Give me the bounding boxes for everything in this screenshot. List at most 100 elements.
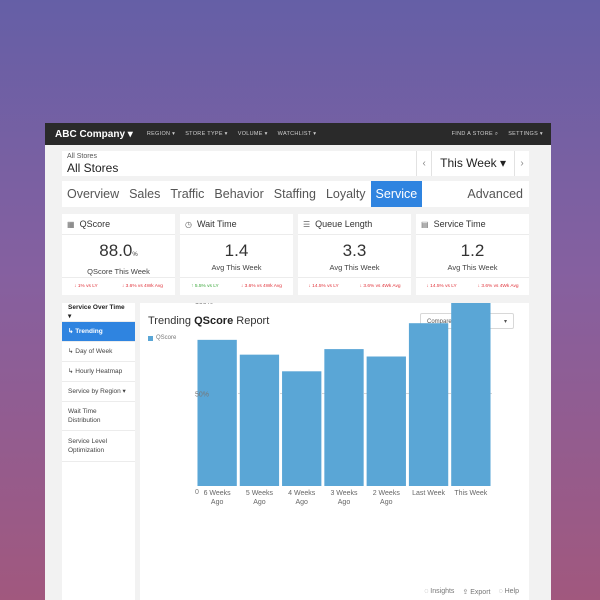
sidebar-item-service-level-optimization[interactable]: Service Level Optimization bbox=[62, 431, 135, 462]
metric-subtitle: Avg This Week bbox=[329, 263, 380, 272]
y-tick-label: 0 bbox=[195, 489, 199, 496]
metric-value: 88.0% bbox=[62, 242, 175, 264]
metric-header: ☰ Queue Length bbox=[298, 214, 411, 235]
report-title-prefix: Trending bbox=[148, 315, 195, 327]
week-navigator: ‹ This Week ▾ › bbox=[416, 151, 529, 176]
metric-title: Queue Length bbox=[315, 219, 373, 229]
section-tabs: Overview Sales Traffic Behavior Staffing… bbox=[62, 181, 529, 207]
metric-header: ▤ Service Time bbox=[416, 214, 529, 235]
metric-value: 1.2 bbox=[416, 242, 529, 260]
week-dropdown[interactable]: This Week ▾ bbox=[431, 151, 514, 176]
legend-swatch bbox=[148, 335, 153, 341]
chart-bar[interactable] bbox=[282, 371, 322, 486]
metric-vs-ly: ↓ 14.5% vs LY bbox=[308, 284, 339, 289]
prev-week-button[interactable]: ‹ bbox=[416, 151, 431, 176]
metric-footer: ↓ 14.5% vs LY ↓ 3.6% vs 4Wk Avg bbox=[416, 277, 529, 295]
sidebar-item-service-by-region[interactable]: Service by Region ▾ bbox=[62, 382, 135, 402]
metric-card-qscore[interactable]: ▦ QScore 88.0% QScore This Week ↓ 1% vs … bbox=[62, 214, 175, 295]
metric-number: 3.3 bbox=[342, 241, 367, 260]
watchlist-menu[interactable]: WATCHLIST ▾ bbox=[277, 131, 317, 137]
chart-bar[interactable] bbox=[451, 303, 491, 486]
tab-staffing[interactable]: Staffing bbox=[273, 187, 316, 201]
metric-title: Service Time bbox=[433, 219, 486, 229]
find-store-link[interactable]: FIND A STORE ⌕ bbox=[451, 130, 499, 137]
store-type-menu[interactable]: STORE TYPE ▾ bbox=[185, 131, 228, 137]
app-window: ABC Company ▾ REGION ▾ STORE TYPE ▾ VOLU… bbox=[45, 123, 551, 600]
sidebar-item-wait-time-distribution[interactable]: Wait Time Distribution bbox=[62, 402, 135, 431]
settings-menu[interactable]: SETTINGS ▾ bbox=[508, 131, 543, 137]
tab-sales[interactable]: Sales bbox=[129, 187, 161, 201]
compare-placeholder: Compare to... bbox=[427, 319, 464, 325]
metric-title: Wait Time bbox=[196, 219, 237, 229]
metric-card-service-time[interactable]: ▤ Service Time 1.2 Avg This Week ↓ 14.5%… bbox=[416, 214, 529, 295]
chart-bar[interactable] bbox=[408, 323, 449, 486]
tab-loyalty[interactable]: Loyalty bbox=[325, 187, 366, 201]
metric-number: 88.0 bbox=[99, 241, 133, 260]
next-week-button[interactable]: › bbox=[514, 151, 529, 176]
store-scope-label: All Stores bbox=[67, 153, 97, 160]
chart-bar[interactable] bbox=[366, 356, 406, 487]
tab-behavior[interactable]: Behavior bbox=[214, 187, 264, 201]
report-title-metric: QScore bbox=[194, 315, 234, 327]
store-title[interactable]: All Stores bbox=[67, 161, 119, 175]
metric-vs-ly: ↓ 1% vs LY bbox=[74, 284, 98, 289]
report-title: Trending QScore Report bbox=[148, 315, 269, 327]
volume-menu[interactable]: VOLUME ▾ bbox=[237, 131, 268, 137]
report-panel: Trending QScore Report Compare to... ▾ Q… bbox=[140, 303, 529, 600]
metric-subtitle: Avg This Week bbox=[211, 263, 262, 272]
x-tick-label: Ago bbox=[211, 499, 224, 506]
tab-traffic[interactable]: Traffic bbox=[170, 187, 205, 201]
metric-header: ▦ QScore bbox=[62, 214, 175, 235]
x-tick-label: Ago bbox=[253, 499, 266, 506]
x-tick-label: 3 Weeks bbox=[330, 490, 358, 497]
building-icon: ▦ bbox=[67, 219, 75, 229]
metric-card-wait-time[interactable]: ◷ Wait Time 1.4 Avg This Week ↑ 5.5% vs … bbox=[180, 214, 293, 295]
x-tick-label: 5 Weeks bbox=[246, 490, 274, 497]
metric-number: 1.2 bbox=[460, 241, 485, 260]
metric-vs-4wk: ↓ 3.6% vs 4Wk Avg bbox=[121, 284, 163, 289]
metric-card-queue-length[interactable]: ☰ Queue Length 3.3 Avg This Week ↓ 14.5%… bbox=[298, 214, 411, 295]
store-selector-bar: All Stores All Stores ‹ This Week ▾ › bbox=[62, 151, 529, 176]
x-tick-label: Ago bbox=[380, 499, 393, 506]
metric-vs-4wk: ↓ 3.6% vs 4Wk Avg bbox=[477, 284, 519, 289]
insights-link[interactable]: ◌ Insights bbox=[424, 588, 455, 595]
metric-number: 1.4 bbox=[224, 241, 249, 260]
export-link[interactable]: ⇪ Export bbox=[462, 589, 491, 596]
help-link[interactable]: ◌ Help bbox=[498, 588, 519, 595]
report-sidebar: Service Over Time ▾ ↳ Trending ↳ Day of … bbox=[62, 303, 135, 600]
tab-overview[interactable]: Overview bbox=[67, 187, 120, 201]
x-tick-label: Last Week bbox=[412, 490, 445, 497]
metric-vs-ly: ↓ 14.5% vs LY bbox=[426, 284, 457, 289]
sidebar-item-hourly-heatmap[interactable]: ↳ Hourly Heatmap bbox=[62, 362, 135, 382]
chart-bar[interactable] bbox=[239, 354, 280, 486]
legend-label: QScore bbox=[156, 335, 177, 341]
x-tick-label: This Week bbox=[454, 490, 487, 497]
tab-advanced[interactable]: Advanced bbox=[467, 187, 523, 201]
y-tick-label: 50% bbox=[195, 392, 209, 399]
metric-value: 3.3 bbox=[298, 242, 411, 260]
metric-vs-4wk: ↓ 3.6% vs 4Wk Avg bbox=[240, 284, 282, 289]
people-icon: ☰ bbox=[303, 219, 311, 229]
chart-legend[interactable]: QScore bbox=[148, 335, 176, 341]
region-menu[interactable]: REGION ▾ bbox=[146, 131, 176, 137]
tab-service[interactable]: Service bbox=[370, 181, 423, 207]
report-title-suffix: Report bbox=[233, 315, 270, 327]
metric-vs-4wk: ↓ 3.6% vs 4Wk Avg bbox=[359, 284, 401, 289]
chart-bar[interactable] bbox=[324, 349, 364, 486]
clipboard-icon: ▤ bbox=[421, 219, 429, 229]
sidebar-item-trending[interactable]: ↳ Trending bbox=[62, 322, 135, 342]
sidebar-item-service-over-time[interactable]: Service Over Time ▾ bbox=[62, 303, 135, 322]
metric-title: QScore bbox=[79, 219, 111, 229]
x-tick-label: 6 Weeks bbox=[204, 490, 232, 497]
company-dropdown[interactable]: ABC Company ▾ bbox=[55, 128, 133, 140]
x-tick-label: Ago bbox=[338, 499, 351, 506]
top-nav-right: FIND A STORE ⌕ SETTINGS ▾ bbox=[442, 123, 543, 145]
x-tick-label: 2 Weeks bbox=[373, 490, 401, 497]
top-nav-bar: ABC Company ▾ REGION ▾ STORE TYPE ▾ VOLU… bbox=[45, 123, 551, 145]
metric-footer: ↓ 14.5% vs LY ↓ 3.6% vs 4Wk Avg bbox=[298, 277, 411, 295]
sidebar-item-day-of-week[interactable]: ↳ Day of Week bbox=[62, 342, 135, 362]
clock-icon: ◷ bbox=[185, 219, 192, 229]
metric-subtitle: QScore This Week bbox=[87, 267, 150, 276]
metric-value: 1.4 bbox=[180, 242, 293, 260]
chart-bar[interactable] bbox=[197, 339, 237, 486]
